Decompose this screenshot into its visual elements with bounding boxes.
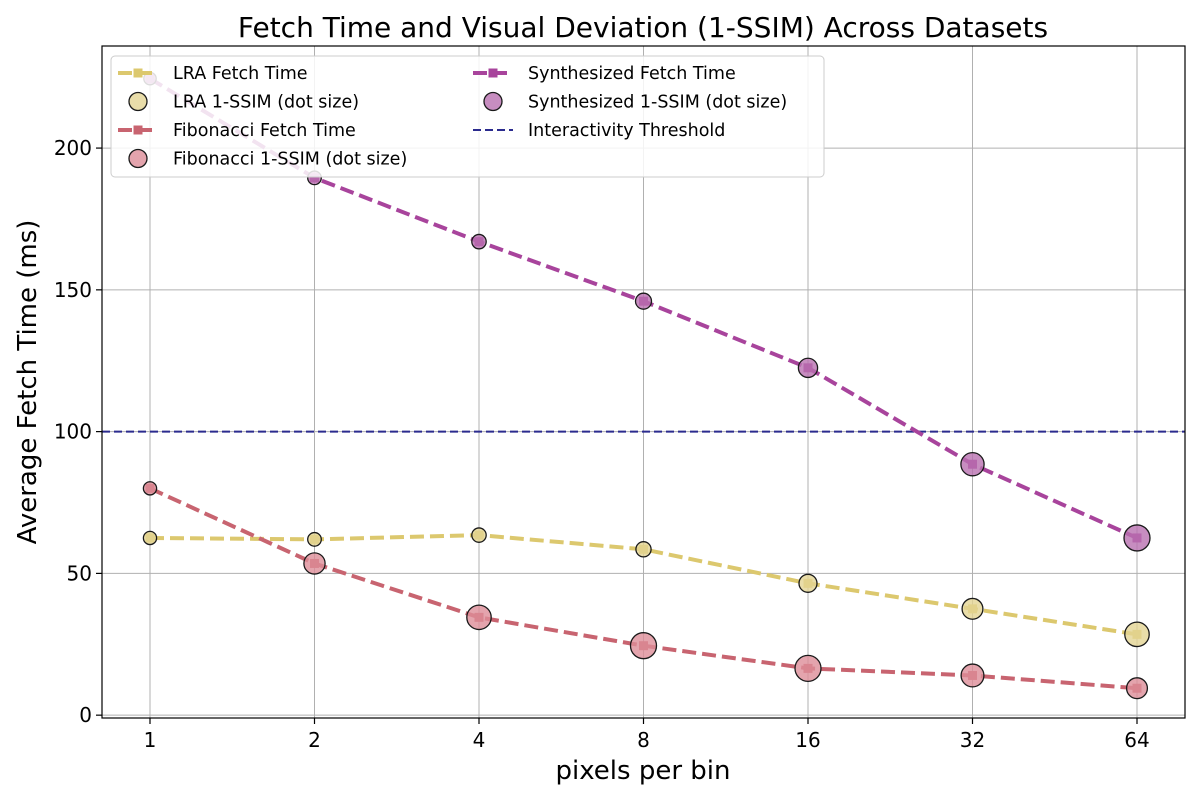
legend-entry-label: LRA 1-SSIM (dot size) bbox=[173, 93, 359, 113]
y-tick-label: 100 bbox=[54, 420, 92, 444]
legend-dot-swatch bbox=[128, 148, 148, 169]
ssim-dot bbox=[303, 552, 326, 575]
ssim-dot bbox=[471, 233, 487, 250]
legend-square-marker bbox=[133, 68, 143, 78]
axis-ticks: 1 2 4 8 16 32 64 0 50 100 150 200 bbox=[54, 136, 1150, 752]
y-tick-label: 150 bbox=[54, 278, 92, 302]
ssim-dot bbox=[961, 597, 984, 620]
legend-entry-label: Synthesized 1-SSIM (dot size) bbox=[528, 93, 787, 113]
x-tick-label: 4 bbox=[473, 728, 486, 752]
ssim-dot bbox=[797, 357, 819, 379]
series-layer bbox=[142, 71, 1151, 700]
legend-entry-label: Synthesized Fetch Time bbox=[528, 64, 736, 84]
legend-frame bbox=[110, 55, 825, 178]
ssim-dot bbox=[142, 530, 158, 546]
x-tick-label: 64 bbox=[1124, 728, 1149, 752]
legend: LRA Fetch Time LRA 1-SSIM (dot size) Fibon… bbox=[110, 55, 825, 178]
x-axis-label: pixels per bin bbox=[555, 756, 730, 786]
ssim-dot bbox=[798, 573, 818, 593]
x-tick-label: 8 bbox=[637, 728, 650, 752]
ssim-dot bbox=[142, 481, 158, 496]
ssim-dot bbox=[1123, 524, 1151, 552]
y-tick-label: 0 bbox=[79, 703, 92, 727]
legend-entry-label: Fibonacci 1-SSIM (dot size) bbox=[173, 150, 407, 170]
x-tick-label: 2 bbox=[308, 728, 321, 752]
legend-entry-label: Fibonacci Fetch Time bbox=[173, 121, 356, 141]
ssim-dot bbox=[307, 531, 322, 547]
ssim-dot bbox=[794, 654, 822, 683]
x-tick-label: 16 bbox=[795, 728, 820, 752]
legend-square-marker bbox=[133, 125, 143, 135]
legend-entry-label: Interactivity Threshold bbox=[528, 121, 725, 141]
ssim-dot bbox=[1124, 621, 1150, 648]
ssim-dot bbox=[634, 292, 653, 310]
legend-dot-swatch bbox=[128, 91, 148, 112]
legend-entry-label: LRA Fetch Time bbox=[173, 64, 308, 84]
ssim-dot bbox=[466, 604, 492, 631]
legend-square-marker bbox=[488, 68, 498, 78]
ssim-dot bbox=[471, 527, 487, 543]
y-tick-label: 50 bbox=[67, 561, 92, 585]
legend-dot-swatch bbox=[483, 91, 503, 112]
ssim-dot bbox=[635, 541, 652, 558]
ssim-dot bbox=[629, 632, 658, 660]
ssim-dot bbox=[1125, 677, 1149, 700]
x-tick-label: 32 bbox=[960, 728, 985, 752]
y-tick-label: 200 bbox=[54, 136, 92, 160]
y-axis-label: Average Fetch Time (ms) bbox=[13, 220, 43, 545]
x-tick-label: 1 bbox=[144, 728, 157, 752]
ssim-dot bbox=[960, 663, 985, 688]
chart-title: Fetch Time and Visual Deviation (1-SSIM)… bbox=[238, 11, 1048, 44]
ssim-dot bbox=[960, 451, 985, 477]
